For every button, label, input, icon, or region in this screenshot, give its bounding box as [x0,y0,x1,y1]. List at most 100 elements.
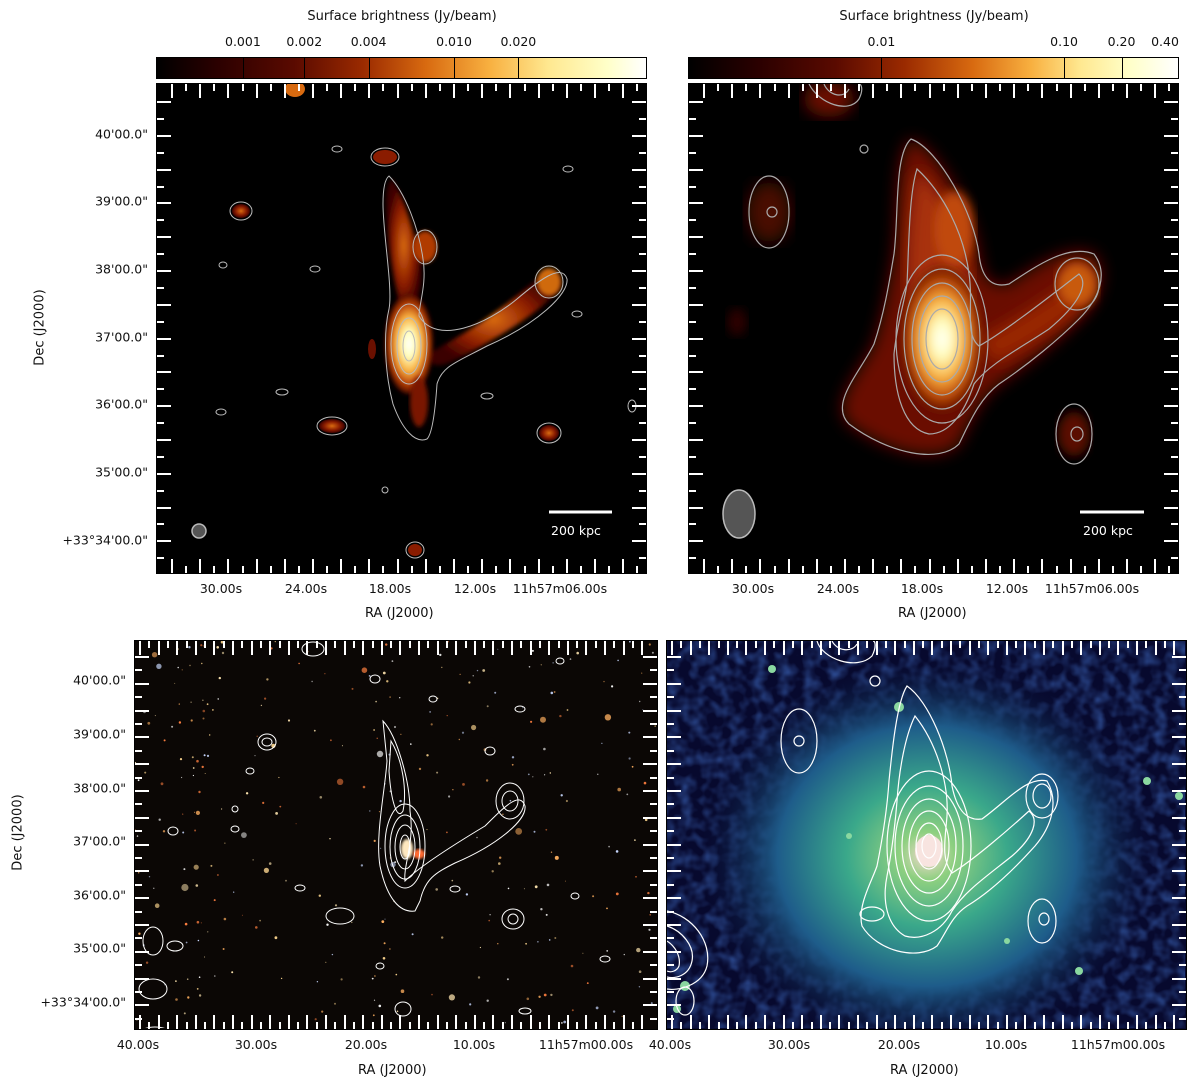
axis-tick [632,1022,634,1029]
axis-tick [969,1015,971,1029]
axis-tick [639,118,646,120]
axis-tick [1127,641,1129,648]
axis-tick [689,270,703,272]
ra-tick-label: 24.00s [816,581,860,596]
ra-tick-label: 12.00s [453,581,497,596]
axis-tick [1034,641,1036,648]
axis-tick [520,1022,522,1029]
axis-tick [985,559,987,573]
axis-tick [157,557,164,559]
axis-tick [632,405,646,407]
ra-tick-label: 20.00s [877,1037,921,1052]
axis-tick [411,84,413,91]
axis-tick [135,897,149,899]
axis-tick [667,736,681,738]
axis-tick [397,559,399,573]
axis-tick [242,84,244,91]
axis-tick [788,84,790,98]
axis-tick [390,1022,392,1029]
axis-tick [773,641,775,648]
axis-tick [708,641,710,655]
axis-tick [1145,1022,1147,1029]
axis-tick [801,641,803,655]
axis-tick [1179,723,1186,725]
axis-tick [135,991,142,993]
axis-tick [409,1022,411,1029]
axis-tick [1052,641,1054,648]
axis-tick [667,696,674,698]
axis-tick [1056,566,1058,573]
axis-tick [213,566,215,573]
axis-tick [639,490,646,492]
axis-tick [969,641,971,655]
axis-tick [1179,964,1186,966]
axis-tick [613,641,615,648]
axis-tick [425,84,427,98]
axis-tick [717,566,719,573]
axis-tick [353,1022,355,1029]
axis-tick [453,559,455,573]
axis-tick [667,817,681,819]
axis-tick [1140,566,1142,573]
axis-tick [1164,169,1178,171]
axis-tick [811,1022,813,1029]
axis-tick [316,1022,318,1029]
axis-tick [632,371,646,373]
axis-tick [639,287,646,289]
axis-tick [999,84,1001,91]
axis-tick [548,1015,550,1029]
radio-lowres-image [722,84,1144,539]
axis-tick [1024,1015,1026,1029]
axis-tick [667,1004,681,1006]
colorbar-tick [881,58,883,78]
axis-tick [1071,1022,1073,1029]
axis-tick [524,566,526,573]
axis-tick [1172,870,1186,872]
axis-tick [858,84,860,91]
axis-tick [1015,641,1017,648]
axis-tick [381,641,383,655]
axis-tick [157,169,171,171]
axis-tick [717,84,719,91]
axis-tick [689,304,703,306]
axis-tick [227,84,229,98]
axis-tick [1179,750,1186,752]
axis-tick [718,1022,720,1029]
axis-tick [279,641,281,648]
axis-tick [667,844,681,846]
axis-tick [1015,1022,1017,1029]
axis-tick [639,388,646,390]
axis-tick [157,405,171,407]
axis-tick [306,641,308,655]
axis-tick [718,641,720,648]
axis-tick [900,84,902,98]
axis-tick [1043,1015,1045,1029]
colorbar-tick [1064,58,1066,78]
axis-tick [1164,540,1178,542]
axis-tick [157,202,171,204]
axis-tick [643,656,657,658]
axis-tick [604,1015,606,1029]
axis-tick [530,641,532,655]
axis-tick [139,1015,141,1029]
axis-tick [957,559,959,573]
axis-tick [372,641,374,648]
axis-tick [759,84,761,98]
axis-tick [904,641,906,648]
axis-tick [667,924,681,926]
axis-tick [1164,1022,1166,1029]
axis-tick [731,559,733,573]
panel-radio-highres: 200 kpc [156,83,647,574]
axis-tick [232,1015,234,1029]
axis-tick [1172,844,1186,846]
axis-tick [1164,135,1178,137]
axis-tick [1041,84,1043,98]
axis-tick [1117,1015,1119,1029]
axis-tick [566,84,568,98]
axis-tick [256,559,258,573]
axis-tick [639,186,646,188]
axis-tick [326,84,328,91]
axis-tick [632,304,646,306]
axis-tick [623,1015,625,1029]
axis-tick [1108,641,1110,648]
